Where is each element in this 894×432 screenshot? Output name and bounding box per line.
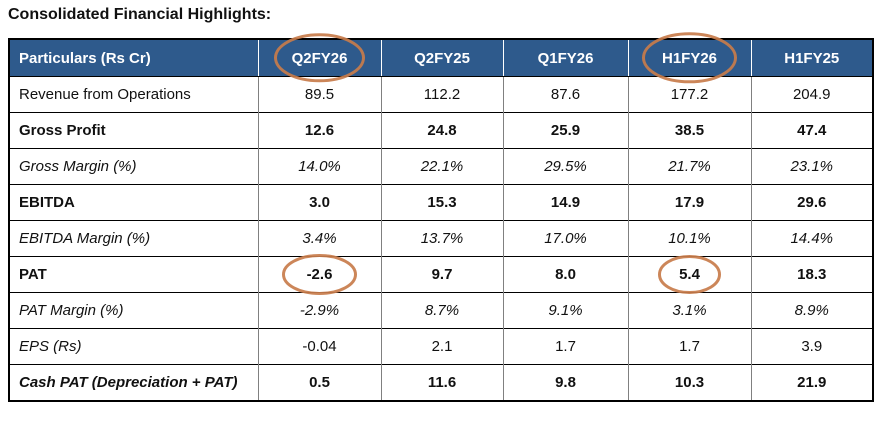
table-cell: 21.9 bbox=[750, 364, 873, 401]
table-cell: 14.9 bbox=[502, 184, 628, 221]
table-cell: 14.0% bbox=[257, 148, 381, 185]
table-cell: 22.1% bbox=[380, 148, 503, 185]
table-cell: 8.7% bbox=[380, 292, 503, 329]
table-cell: 9.7 bbox=[380, 256, 503, 293]
table-cell: 17.9 bbox=[627, 184, 751, 221]
table-cell: 10.3 bbox=[627, 364, 751, 401]
row-label: EPS (Rs) bbox=[9, 328, 258, 365]
table-cell: 89.5 bbox=[257, 76, 381, 113]
table-cell: 15.3 bbox=[380, 184, 503, 221]
table-cell: 177.2 bbox=[627, 76, 751, 113]
table-cell: 23.1% bbox=[750, 148, 873, 185]
row-label: EBITDA bbox=[9, 184, 258, 221]
table-row: Gross Profit 12.6 24.8 25.9 38.5 47.4 bbox=[9, 112, 873, 149]
table-cell: -2.6 bbox=[257, 256, 381, 293]
table-cell: 8.9% bbox=[750, 292, 873, 329]
column-header-q1fy26: Q1FY26 bbox=[502, 39, 628, 77]
table-cell: 24.8 bbox=[380, 112, 503, 149]
table-row: Gross Margin (%) 14.0% 22.1% 29.5% 21.7% 23.1… bbox=[9, 148, 873, 185]
column-header-q2fy26: Q2FY26 bbox=[257, 39, 381, 77]
table-cell: 5.4 bbox=[627, 256, 751, 293]
table-row: EPS (Rs) -0.04 2.1 1.7 1.7 3.9 bbox=[9, 328, 873, 365]
row-label: PAT bbox=[9, 256, 258, 293]
table-cell: 3.4% bbox=[257, 220, 381, 257]
table-cell: 0.5 bbox=[257, 364, 381, 401]
column-header-h1fy26: H1FY26 bbox=[627, 39, 751, 77]
financial-highlights-table: Particulars (Rs Cr) Q2FY26 Q2FY25 Q1FY26 H1F… bbox=[8, 38, 874, 402]
row-label: PAT Margin (%) bbox=[9, 292, 258, 329]
row-label: Revenue from Operations bbox=[9, 76, 258, 113]
page-title: Consolidated Financial Highlights: bbox=[8, 6, 272, 23]
table-cell: 112.2 bbox=[380, 76, 503, 113]
table-cell: 12.6 bbox=[257, 112, 381, 149]
table-cell: -0.04 bbox=[257, 328, 381, 365]
table-cell: 14.4% bbox=[750, 220, 873, 257]
table-cell: 9.8 bbox=[502, 364, 628, 401]
table-cell: 47.4 bbox=[750, 112, 873, 149]
table-row: EBITDA Margin (%) 3.4% 13.7% 17.0% 10.1% 14.4… bbox=[9, 220, 873, 257]
table-cell: 18.3 bbox=[750, 256, 873, 293]
table-cell: 13.7% bbox=[380, 220, 503, 257]
row-label: EBITDA Margin (%) bbox=[9, 220, 258, 257]
table-cell: 3.0 bbox=[257, 184, 381, 221]
row-label: Cash PAT (Depreciation + PAT) bbox=[9, 364, 258, 401]
column-header-h1fy25: H1FY25 bbox=[750, 39, 873, 77]
table-cell: 3.1% bbox=[627, 292, 751, 329]
table-cell: 3.9 bbox=[750, 328, 873, 365]
table-cell: 204.9 bbox=[750, 76, 873, 113]
row-label: Gross Margin (%) bbox=[9, 148, 258, 185]
table-cell: 10.1% bbox=[627, 220, 751, 257]
table-cell: 2.1 bbox=[380, 328, 503, 365]
table-cell: 29.5% bbox=[502, 148, 628, 185]
table-row: Cash PAT (Depreciation + PAT) 0.5 11.6 9.8 1… bbox=[9, 364, 873, 401]
table-body: Revenue from Operations 89.5 112.2 87.6 177.… bbox=[9, 76, 873, 401]
column-header-particulars: Particulars (Rs Cr) bbox=[9, 39, 258, 77]
table-cell: 87.6 bbox=[502, 76, 628, 113]
column-header-q2fy25: Q2FY25 bbox=[380, 39, 503, 77]
table-cell: 8.0 bbox=[502, 256, 628, 293]
table-cell: 9.1% bbox=[502, 292, 628, 329]
table-row: PAT -2.6 9.7 8.0 5.4 18.3 bbox=[9, 256, 873, 293]
table-cell: 29.6 bbox=[750, 184, 873, 221]
table-row: PAT Margin (%) -2.9% 8.7% 9.1% 3.1% 8.9% bbox=[9, 292, 873, 329]
table-header-row: Particulars (Rs Cr) Q2FY26 Q2FY25 Q1FY26 H1F… bbox=[9, 39, 873, 77]
table-cell: 17.0% bbox=[502, 220, 628, 257]
table-cell: 11.6 bbox=[380, 364, 503, 401]
table-row: EBITDA 3.0 15.3 14.9 17.9 29.6 bbox=[9, 184, 873, 221]
table-cell: 38.5 bbox=[627, 112, 751, 149]
table-row: Revenue from Operations 89.5 112.2 87.6 177.… bbox=[9, 76, 873, 113]
table-cell: -2.9% bbox=[257, 292, 381, 329]
table-cell: 25.9 bbox=[502, 112, 628, 149]
table-cell: 21.7% bbox=[627, 148, 751, 185]
table-cell: 1.7 bbox=[627, 328, 751, 365]
table-cell: 1.7 bbox=[502, 328, 628, 365]
row-label: Gross Profit bbox=[9, 112, 258, 149]
